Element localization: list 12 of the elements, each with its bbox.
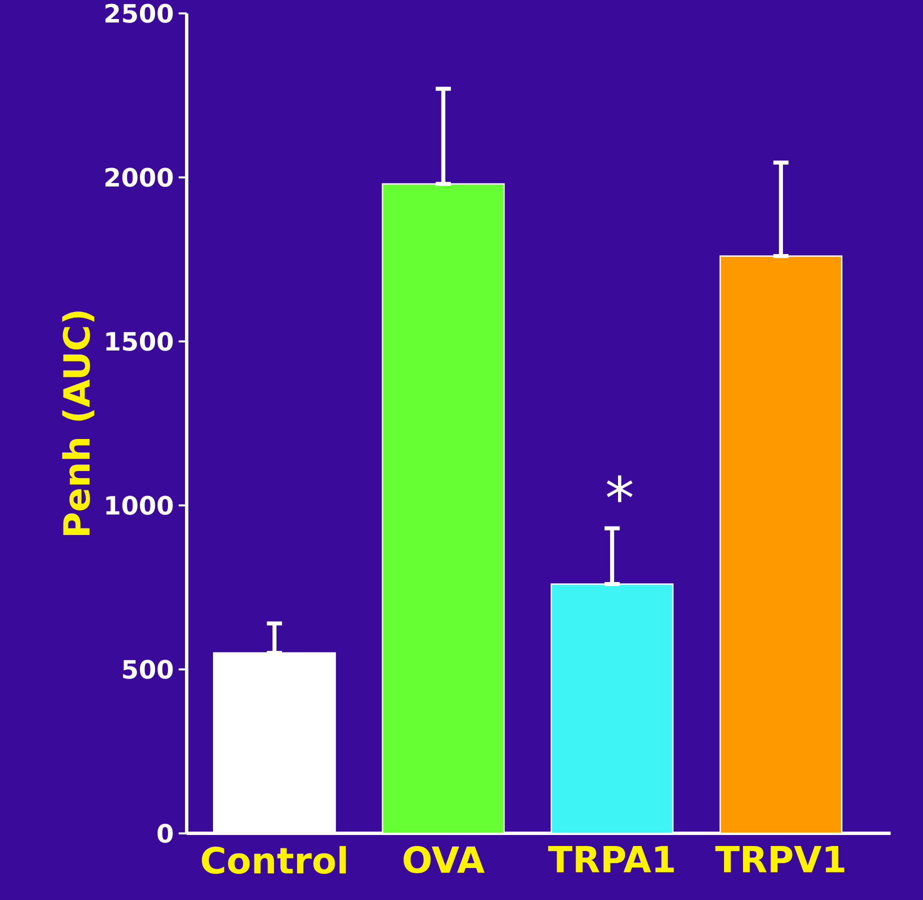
y-tick-label: 2000 [105, 168, 173, 187]
x-tick-label: Control [202, 846, 346, 874]
y-tick-label: 1000 [106, 496, 173, 515]
x-tick-label: OVA [404, 846, 485, 874]
annotation: * [606, 475, 633, 502]
x-tick-label: TRPA1 [548, 846, 674, 872]
y-tick-label: 500 [123, 660, 173, 679]
y-axis-title: Penh (AUC) [62, 311, 94, 535]
y-tick-label: 0 [158, 824, 173, 843]
y-tick-label: 2500 [105, 4, 173, 23]
x-tick-label: TRPV1 [715, 846, 844, 872]
y-tick-label: 1500 [106, 332, 173, 351]
